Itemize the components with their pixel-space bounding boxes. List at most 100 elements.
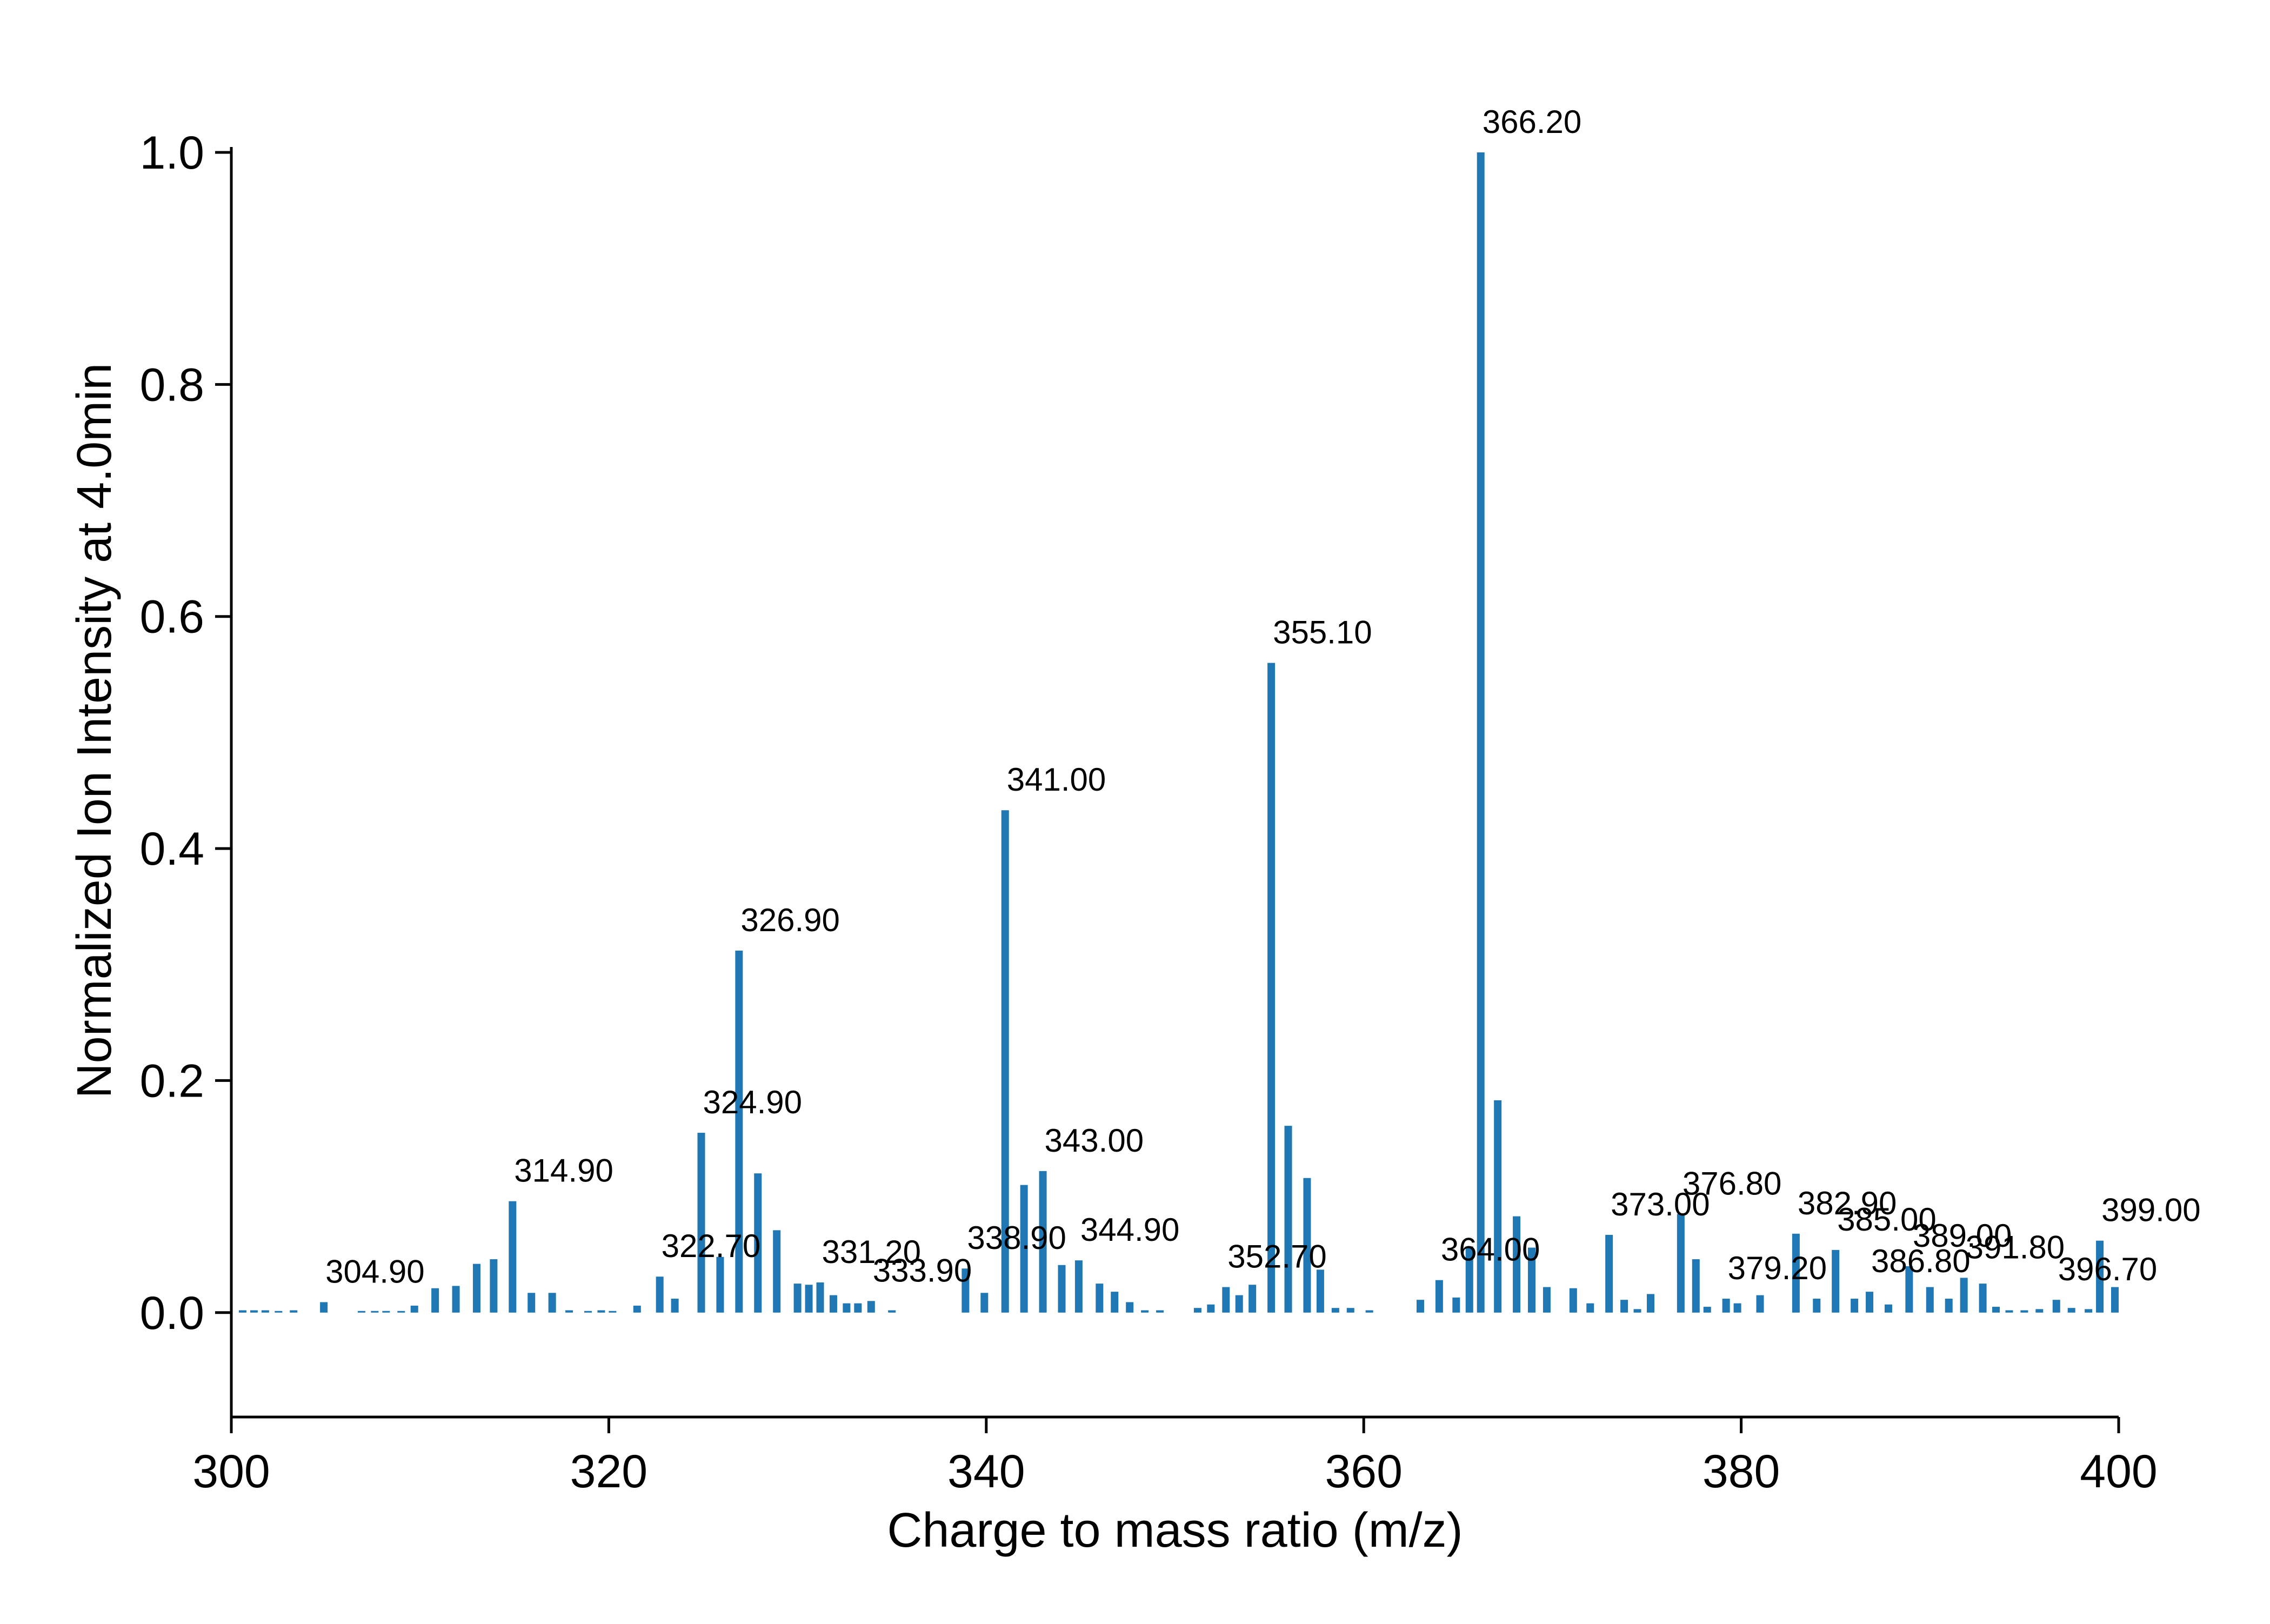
bar <box>431 1288 439 1313</box>
bar <box>1586 1303 1594 1313</box>
bar <box>1365 1310 1373 1313</box>
bar <box>584 1311 592 1313</box>
bar <box>452 1286 460 1313</box>
bar <box>609 1311 617 1313</box>
bar <box>2035 1309 2044 1313</box>
bar <box>371 1311 379 1313</box>
bar <box>1248 1285 1257 1313</box>
bar <box>1141 1310 1149 1313</box>
bar <box>754 1173 762 1313</box>
bar <box>1435 1280 1443 1313</box>
peak-label: 386.80 <box>1871 1243 1971 1279</box>
bar <box>238 1310 246 1313</box>
peak-label: 389.00 <box>1913 1218 2012 1254</box>
bar <box>410 1305 418 1313</box>
x-tick-label: 320 <box>570 1446 648 1498</box>
bar <box>1945 1299 1953 1313</box>
bar <box>1316 1269 1324 1313</box>
bar <box>528 1293 536 1313</box>
bar <box>1620 1300 1628 1313</box>
bar <box>290 1310 298 1313</box>
bar <box>1703 1307 1711 1313</box>
bar <box>1792 1233 1800 1313</box>
bar <box>980 1293 989 1313</box>
x-ticks: 300 320 340 360 380 400 <box>192 1417 2158 1498</box>
bar <box>2111 1287 2119 1313</box>
bar <box>962 1268 970 1313</box>
bar <box>397 1311 405 1313</box>
peak-label: 379.20 <box>1728 1250 1827 1286</box>
bar <box>867 1301 875 1313</box>
bar <box>597 1310 605 1313</box>
peak-label: 304.90 <box>325 1253 425 1289</box>
x-axis-label: Charge to mass ratio (m/z) <box>887 1503 1463 1558</box>
bar <box>472 1264 480 1313</box>
peak-label: 399.00 <box>2101 1192 2201 1228</box>
bar <box>1452 1297 1460 1313</box>
bar <box>697 1133 705 1313</box>
bar <box>1960 1278 1968 1313</box>
bar <box>2005 1310 2013 1313</box>
bar <box>1926 1287 1934 1313</box>
bar <box>1222 1287 1230 1313</box>
bar <box>1979 1284 1987 1313</box>
bar <box>509 1201 517 1313</box>
bar <box>1646 1294 1654 1313</box>
y-tick-label: 0.8 <box>139 359 204 411</box>
bar <box>490 1259 498 1313</box>
bar <box>1039 1171 1047 1313</box>
bar <box>1494 1100 1502 1313</box>
peak-label: 396.70 <box>2058 1251 2158 1287</box>
bar <box>1156 1310 1164 1313</box>
bar <box>275 1311 283 1313</box>
peak-label: 352.70 <box>1227 1239 1327 1275</box>
bar <box>793 1284 802 1313</box>
bar <box>2067 1308 2075 1313</box>
bar <box>1866 1292 1874 1313</box>
peak-label: 338.90 <box>967 1220 1066 1256</box>
bar <box>1207 1304 1215 1313</box>
bar <box>735 950 743 1313</box>
peak-label: 324.90 <box>703 1084 803 1120</box>
x-tick-label: 340 <box>947 1446 1025 1498</box>
peak-label: 366.20 <box>1483 104 1582 140</box>
bar <box>1111 1292 1119 1313</box>
bar <box>1832 1249 1840 1313</box>
y-tick-label: 0.2 <box>139 1055 204 1107</box>
bar <box>2020 1310 2028 1313</box>
bar <box>843 1303 851 1313</box>
peak-label: 373.00 <box>1611 1186 1710 1222</box>
bar <box>2052 1300 2060 1313</box>
peak-labels-layer: 304.90 314.90 322.70 324.90 326.90 331.20333.… <box>325 104 2200 1289</box>
bar <box>548 1293 556 1313</box>
bar <box>1992 1307 2000 1313</box>
peak-label: 322.70 <box>662 1228 761 1264</box>
bar <box>854 1303 862 1313</box>
bar <box>565 1310 573 1313</box>
bar <box>1813 1299 1821 1313</box>
peak-label: 341.00 <box>1007 761 1106 798</box>
peak-label: 343.00 <box>1045 1122 1144 1159</box>
bar <box>1527 1247 1535 1313</box>
bar <box>1513 1216 1521 1313</box>
bar <box>1331 1308 1339 1313</box>
y-ticks: 0.0 0.2 0.4 0.6 0.8 1.0 <box>139 127 231 1339</box>
bar <box>1193 1308 1201 1313</box>
bars-layer <box>238 152 2119 1313</box>
bar <box>1477 152 1485 1313</box>
bar <box>1605 1234 1613 1313</box>
peak-label: 364.00 <box>1441 1232 1540 1268</box>
bar <box>1851 1299 1859 1313</box>
bar <box>1001 810 1009 1313</box>
bar <box>1756 1295 1764 1313</box>
peak-label: 355.10 <box>1273 614 1372 651</box>
bar <box>773 1230 781 1313</box>
bar <box>320 1302 328 1313</box>
bar <box>382 1311 390 1313</box>
bar <box>1543 1287 1551 1313</box>
bar <box>1733 1303 1741 1313</box>
x-tick-label: 380 <box>1702 1446 1780 1498</box>
bar <box>829 1295 837 1313</box>
